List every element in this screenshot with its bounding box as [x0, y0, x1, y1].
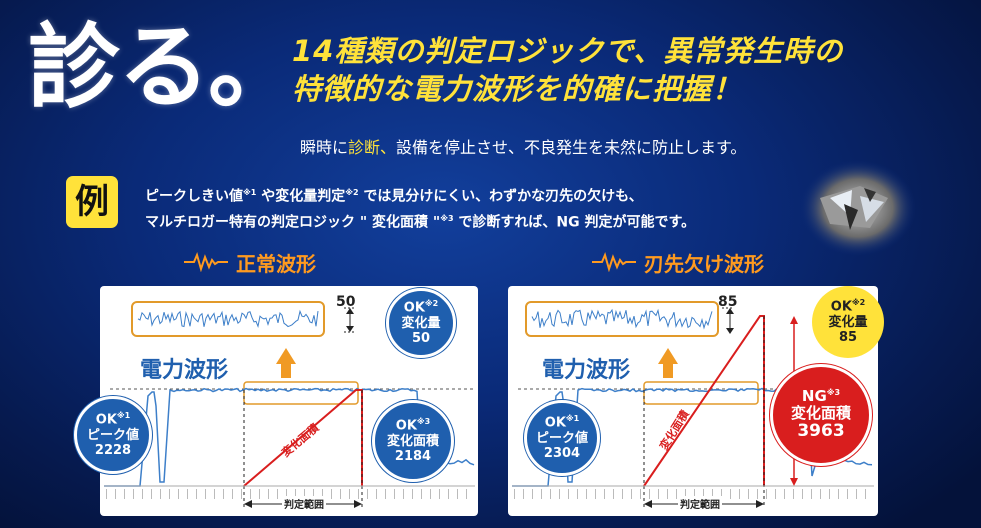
example-badge: 例 — [66, 176, 118, 228]
normal-ok1-label: ピーク値 — [86, 427, 139, 443]
normal-ok3-status: OK — [395, 418, 417, 434]
chipped-waveform-label: 電力波形 — [542, 358, 631, 383]
subline-pre: 瞬時に — [300, 138, 349, 157]
normal-power-wave — [104, 387, 475, 487]
normal-range-label: 判定範囲 — [282, 496, 326, 511]
normal-ok1-bubble: OK※1 ピーク値 2228 — [74, 396, 152, 474]
normal-zoom-box — [131, 301, 325, 337]
chipped-ok1-status: OK — [544, 415, 566, 431]
example-l2b: で診断すれば、NG 判定が可能です。 — [453, 214, 696, 231]
normal-ok2-label: 変化量 — [401, 315, 441, 331]
chipped-ok2-label: 変化量 — [828, 314, 868, 330]
chipped-zoom-value: 85 — [718, 294, 738, 310]
subline-post: 設備を停止させ、不良発生を未然に防止します。 — [396, 138, 747, 157]
chipped-zoom-wave — [531, 308, 713, 330]
normal-ok2-bubble: OK※2 変化量 50 — [386, 288, 456, 358]
example-l1a: ピークしきい値 — [145, 188, 243, 205]
normal-ok3-value: 2184 — [394, 448, 432, 464]
wave-icon-normal — [184, 252, 228, 272]
normal-zoom-value: 50 — [336, 294, 356, 310]
example-sup2: ※2 — [345, 188, 359, 197]
normal-ok2-sup: ※2 — [424, 299, 439, 309]
normal-ok3-label: 変化面積 — [386, 433, 439, 449]
normal-ok2-status: OK — [403, 300, 425, 316]
headline-line2: 特徴的な電力波形を的確に把握！ — [292, 72, 743, 106]
chipped-ok1-bubble: OK※1 ピーク値 2304 — [524, 400, 600, 476]
normal-ok2-value: 50 — [411, 330, 431, 346]
chipped-ng3-label: 変化面積 — [790, 404, 851, 423]
example-l1b: や変化量判定 — [256, 188, 346, 205]
normal-ok1-sup: ※1 — [116, 411, 131, 421]
headline: 14種類の判定ロジックで、異常発生時の 特徴的な電力波形を的確に把握！ — [292, 32, 843, 108]
chipped-range-label: 判定範囲 — [678, 496, 722, 511]
normal-ok3-bubble: OK※3 変化面積 2184 — [372, 400, 454, 482]
chipped-ok1-label: ピーク値 — [535, 430, 588, 446]
normal-zoom-wave — [137, 309, 319, 329]
normal-ok1-value: 2228 — [94, 442, 132, 458]
normal-ok1-status: OK — [95, 412, 117, 428]
chipped-area-line — [643, 315, 765, 487]
chipped-ok2-status: OK — [830, 299, 852, 315]
normal-ok3-sup: ※3 — [416, 417, 431, 427]
example-sup3: ※3 — [440, 213, 454, 223]
normal-up-arrow — [276, 348, 296, 378]
example-l1c: では見分けにくい、わずかな刃先の欠けも、 — [358, 188, 643, 205]
chipped-title: 刃先欠け波形 — [644, 252, 764, 276]
example-text: ピークしきい値※1 や変化量判定※2 では見分けにくい、わずかな刃先の欠けも、 … — [145, 182, 695, 233]
hero-title: 診る。 — [28, 14, 300, 121]
wave-icon-chipped — [592, 252, 636, 272]
chipped-ok1-value: 2304 — [543, 445, 581, 461]
normal-waveform-label: 電力波形 — [140, 358, 229, 383]
chipped-ok1-sup: ※1 — [565, 414, 580, 424]
example-line1: ピークしきい値※1 や変化量判定※2 では見分けにくい、わずかな刃先の欠けも、 — [145, 182, 695, 208]
drill-bit-image — [800, 160, 916, 256]
chipped-up-arrow — [658, 348, 678, 378]
chipped-ng3-bubble: NG※3 変化面積 3963 — [770, 364, 872, 466]
normal-title: 正常波形 — [236, 252, 316, 276]
chipped-zoom-box — [525, 301, 719, 337]
example-sup1: ※1 — [243, 188, 257, 197]
chipped-ok2-value: 85 — [838, 329, 858, 345]
chipped-ok2-sup: ※2 — [851, 298, 866, 308]
chipped-ok2-bubble: OK※2 変化量 85 — [812, 286, 884, 358]
chipped-ng3-status: NG — [801, 386, 827, 405]
subline: 瞬時に診断、設備を停止させ、不良発生を未然に防止します。 — [300, 134, 746, 158]
chipped-ng3-sup: ※3 — [826, 387, 841, 397]
example-l2a: マルチロガー特有の判定ロジック " 変化面積 " — [145, 214, 441, 231]
subline-highlight: 診断、 — [348, 138, 397, 157]
headline-line1: 14種類の判定ロジックで、異常発生時の — [292, 34, 844, 68]
chipped-ng3-value: 3963 — [797, 421, 845, 442]
example-line2: マルチロガー特有の判定ロジック " 変化面積 "※3 で診断すれば、NG 判定が… — [145, 208, 695, 234]
